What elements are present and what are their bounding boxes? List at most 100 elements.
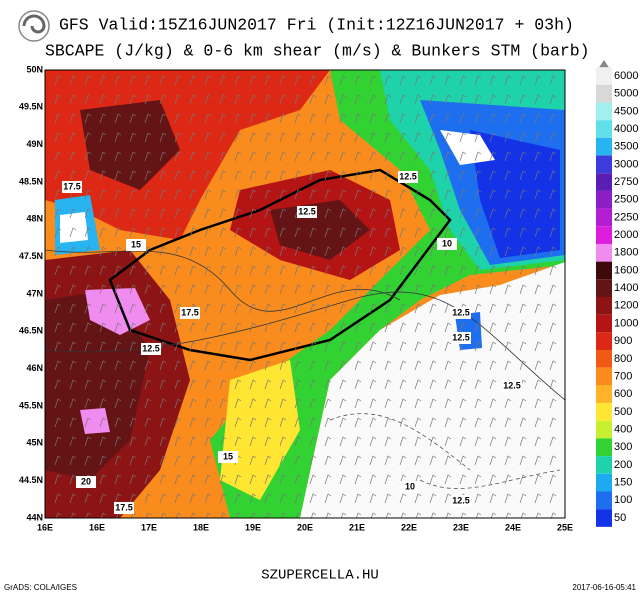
title-line-2: SBCAPE (J/kg) & 0-6 km shear (m/s) & Bun…	[45, 41, 590, 60]
wind-barb	[279, 474, 287, 485]
wind-barb	[69, 379, 77, 390]
wind-barb	[459, 94, 467, 105]
colorbar-swatch	[596, 332, 612, 351]
wind-barb	[489, 246, 497, 257]
wind-barb	[459, 265, 467, 276]
wind-barb	[414, 398, 422, 409]
wind-barb	[99, 246, 107, 257]
wind-barb	[114, 379, 122, 390]
wind-barb	[189, 284, 197, 295]
wind-barb	[234, 341, 242, 352]
wind-barb	[144, 284, 152, 295]
wind-barb	[444, 303, 452, 314]
wind-barb	[54, 360, 62, 371]
wind-barb	[69, 208, 77, 219]
wind-barb	[549, 94, 557, 105]
wind-barb	[174, 379, 182, 390]
wind-barb	[309, 227, 317, 238]
wind-barb	[354, 436, 362, 447]
wind-barb	[549, 208, 557, 219]
wind-barb	[400, 512, 407, 518]
wind-barb	[294, 493, 302, 504]
wind-barb	[249, 75, 257, 86]
wind-barb	[174, 436, 182, 447]
colorbar-label: 900	[614, 335, 632, 347]
wind-barb	[234, 170, 242, 181]
wind-barb	[504, 455, 512, 466]
wind-barb	[204, 417, 212, 428]
wind-barb	[159, 360, 167, 371]
wind-barb	[429, 227, 437, 238]
wind-barb	[444, 322, 452, 333]
wind-barb	[294, 170, 302, 181]
wind-barb	[219, 398, 227, 409]
wind-barb	[250, 512, 257, 518]
wind-barb	[384, 455, 392, 466]
wind-barb	[144, 265, 152, 276]
wind-barb	[174, 94, 182, 105]
wind-barb	[174, 75, 182, 86]
wind-barb	[114, 170, 122, 181]
wind-barb	[519, 113, 527, 124]
wind-barb	[399, 303, 407, 314]
wind-barb	[325, 512, 332, 518]
wind-barb	[264, 303, 272, 314]
wind-barb	[189, 474, 197, 485]
wind-barb	[69, 246, 77, 257]
wind-barb	[249, 322, 257, 333]
colorbar-label: 5000	[614, 88, 638, 100]
wind-barb	[264, 151, 272, 162]
contour-label-bg	[218, 451, 238, 463]
wind-barb	[54, 75, 62, 86]
wind-barb	[324, 455, 332, 466]
wind-barb	[384, 113, 392, 124]
wind-barb	[144, 94, 152, 105]
lat-label: 46.5N	[19, 326, 43, 336]
wind-barb	[264, 398, 272, 409]
lat-label: 48.5N	[19, 176, 43, 186]
wind-barb	[84, 189, 92, 200]
wind-barb	[279, 208, 287, 219]
wind-barb	[219, 284, 227, 295]
wind-barb	[369, 303, 377, 314]
wind-barb	[129, 75, 137, 86]
contour-label: 10	[442, 238, 452, 248]
wind-barb	[369, 436, 377, 447]
lat-label: 44N	[26, 512, 43, 522]
wind-barb	[474, 322, 482, 333]
wind-barb	[535, 512, 542, 518]
wind-barb	[294, 379, 302, 390]
wind-barb	[474, 151, 482, 162]
colorbar-swatch	[596, 367, 612, 386]
wind-barb	[504, 417, 512, 428]
wind-barb	[474, 284, 482, 295]
wind-barb	[489, 474, 497, 485]
wind-barb	[369, 379, 377, 390]
wind-barb	[159, 379, 167, 390]
wind-barb	[504, 303, 512, 314]
wind-barb	[129, 398, 137, 409]
wind-barb	[129, 208, 137, 219]
wind-barb	[519, 303, 527, 314]
wind-barb	[384, 94, 392, 105]
wind-barb	[324, 75, 332, 86]
wind-barb	[264, 75, 272, 86]
wind-barb	[99, 341, 107, 352]
wind-barb	[69, 132, 77, 143]
wind-barb	[129, 94, 137, 105]
wind-barb	[264, 132, 272, 143]
wind-barb	[324, 493, 332, 504]
wind-barb	[474, 132, 482, 143]
wind-barb	[429, 246, 437, 257]
wind-barb	[429, 379, 437, 390]
wind-barb	[519, 322, 527, 333]
colorbar-swatch	[596, 297, 612, 315]
wind-barb	[159, 436, 167, 447]
wind-barb	[189, 151, 197, 162]
wind-barb	[234, 246, 242, 257]
wind-barb	[279, 436, 287, 447]
wind-barb	[114, 436, 122, 447]
wind-barb	[549, 436, 557, 447]
wind-barb	[84, 94, 92, 105]
